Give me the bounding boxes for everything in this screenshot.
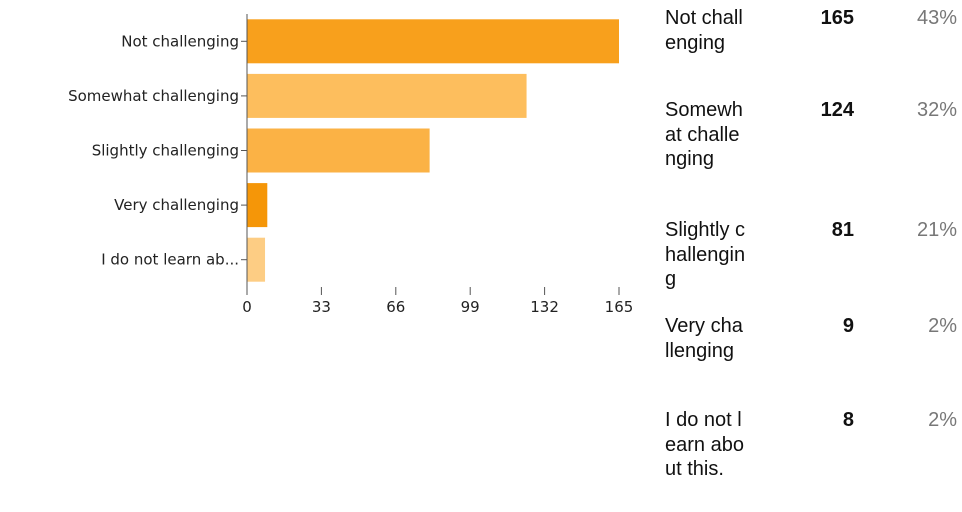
row-label: Not challenging — [665, 7, 743, 54]
row-percent: 32% — [916, 99, 957, 121]
row-percent: 2% — [928, 409, 957, 431]
bar — [247, 183, 268, 228]
row-label: I do not learn about this. — [665, 409, 744, 480]
row-label: Very challenging — [665, 315, 743, 362]
category-label: I do not learn ab... — [101, 251, 239, 269]
bar — [247, 237, 266, 282]
row-percent: 2% — [928, 315, 957, 337]
bar — [247, 19, 619, 64]
x-tick-label: 33 — [312, 298, 331, 316]
category-label: Very challenging — [114, 196, 239, 214]
x-tick-label: 0 — [242, 298, 252, 316]
bar — [247, 128, 430, 173]
row-percent: 43% — [916, 7, 957, 29]
x-tick-label: 99 — [461, 298, 480, 316]
category-label: Not challenging — [121, 32, 239, 50]
category-label: Slightly challenging — [92, 142, 239, 160]
x-tick-label: 132 — [530, 298, 559, 316]
y-tick-group — [241, 40, 247, 261]
row-label: Somewhat challenging — [665, 99, 743, 170]
row-count: 81 — [831, 219, 854, 241]
row-count: 9 — [842, 315, 854, 337]
row-count: 124 — [820, 99, 854, 121]
row-label: Slightly challenging — [665, 219, 746, 290]
row-percent: 21% — [916, 219, 957, 241]
row-count: 165 — [820, 7, 854, 29]
x-tick-label: 165 — [605, 298, 634, 316]
category-label-group: Not challenging Somewhat challenging Sligh… — [68, 32, 239, 268]
row-count: 8 — [842, 409, 854, 431]
bar-chart: Not challenging Somewhat challenging Sligh… — [68, 14, 633, 316]
x-tick-group — [246, 287, 620, 295]
category-label: Somewhat challenging — [68, 87, 239, 105]
bar-group — [247, 19, 619, 282]
x-tick-label: 66 — [386, 298, 405, 316]
x-tick-label-group: 0 33 66 99 132 165 — [242, 298, 633, 316]
bar — [247, 73, 527, 118]
